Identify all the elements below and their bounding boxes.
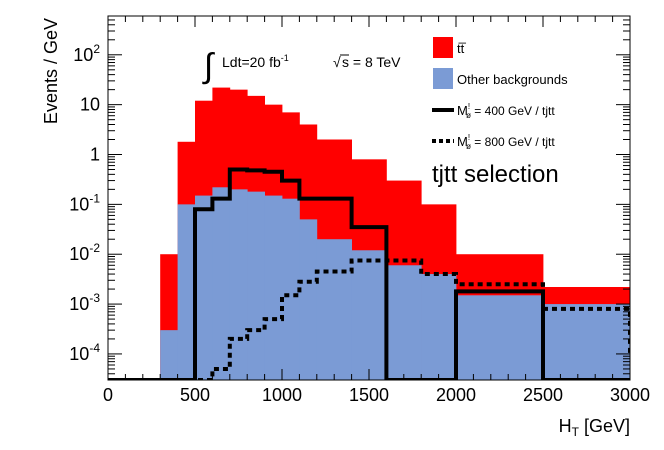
- lumi-annotation: ∫ Ldt=20 fb-1: [202, 47, 289, 85]
- selection-label: tjtt selection: [432, 161, 559, 188]
- x-tick-label: 2000: [436, 385, 476, 405]
- legend-swatch: [433, 68, 453, 89]
- y-tick-label: 1: [90, 145, 100, 165]
- hist-bar: [456, 295, 544, 380]
- axis-layer: 0 500 1000 1500 2000 2500 3000 102 10 1 10-1 10-2 10…: [69, 15, 650, 405]
- hist-bar: [299, 219, 318, 380]
- legend-label: Other backgrounds: [457, 72, 568, 87]
- legend-label: tt̅: [457, 41, 466, 56]
- y-axis-label: Events / GeV: [41, 18, 61, 124]
- energy-annotation: √ s = 8 TeV: [333, 54, 401, 70]
- legend-swatch: [433, 37, 453, 58]
- hist-step-line: [108, 258, 630, 380]
- lumi-text: Ldt=20 fb-1: [222, 53, 289, 70]
- hist-bar: [195, 195, 213, 380]
- legend: tt̅ Other backgrounds M! ø = 400 GeV / tjtt…: [432, 37, 568, 151]
- x-tick-label: 2500: [523, 385, 563, 405]
- sqrt-symbol: √: [333, 54, 341, 70]
- y-tick-label: 10: [80, 95, 100, 115]
- hist-bar: [543, 304, 630, 380]
- hist-bar: [160, 330, 178, 380]
- hist-bar: [351, 250, 387, 380]
- y-tick-label: 10-1: [69, 191, 100, 214]
- hist-bar: [229, 189, 248, 380]
- hist-step-line: [108, 167, 630, 380]
- signal-400-histogram: [108, 167, 630, 380]
- hist-bar: [282, 198, 300, 380]
- hist-bar: [386, 265, 422, 380]
- x-tick-label: 1500: [349, 385, 389, 405]
- energy-text: s = 8 TeV: [342, 54, 401, 70]
- hist-bar: [247, 191, 265, 380]
- y-tick-label: 102: [73, 42, 100, 65]
- y-tick-label: 10-2: [69, 241, 100, 264]
- integral-symbol: ∫: [202, 47, 215, 85]
- x-axis-label: HT [GeV]: [559, 416, 630, 439]
- x-tick-label: 3000: [610, 385, 650, 405]
- legend-label: M! ø = 400 GeV / tjtt: [457, 102, 555, 120]
- legend-entry: tt̅: [433, 37, 466, 58]
- y-tick-label: 10-4: [69, 341, 100, 364]
- other-backgrounds-histogram: [160, 187, 630, 380]
- hist-bar: [264, 195, 283, 380]
- legend-label: M! ø = 800 GeV / tjtt: [457, 133, 555, 151]
- signal-800-histogram: [108, 258, 630, 380]
- hist-bar: [212, 187, 231, 380]
- legend-entry: Other backgrounds: [433, 68, 568, 89]
- hist-bar: [421, 274, 457, 380]
- hist-bar: [316, 239, 352, 380]
- y-tick-label: 10-3: [69, 291, 100, 314]
- x-tick-label: 0: [103, 385, 113, 405]
- legend-entry: M! ø = 400 GeV / tjtt: [432, 102, 555, 120]
- x-tick-label: 500: [180, 385, 210, 405]
- histogram-layer: [108, 87, 630, 380]
- hist-bar: [177, 204, 196, 380]
- x-tick-label: 1000: [262, 385, 302, 405]
- legend-entry: M! ø = 800 GeV / tjtt: [432, 133, 555, 151]
